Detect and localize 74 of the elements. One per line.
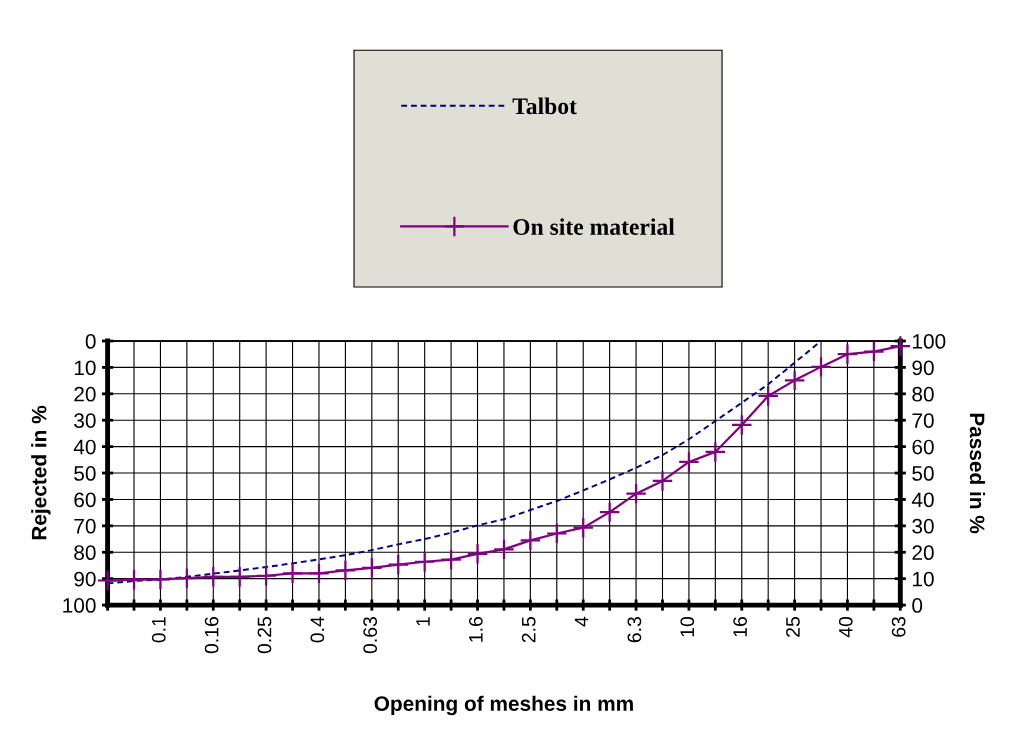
legend-label: Talbot — [512, 97, 577, 115]
point — [651, 470, 674, 492]
x-tick-label: 1.6 — [468, 617, 483, 642]
x-axis-title: Opening of meshes in mm — [374, 695, 633, 716]
y2-tick-label: 20 — [912, 545, 934, 561]
y-tick-label: 10 — [74, 360, 96, 376]
point — [493, 538, 515, 561]
x-tick-label: 1 — [416, 617, 430, 626]
y2-tick-label: 60 — [912, 439, 934, 455]
point — [889, 335, 912, 357]
x-tick-label: 10 — [680, 616, 695, 637]
x-tick-label: 40 — [838, 616, 853, 638]
point — [757, 385, 780, 407]
legend-label: On site material — [513, 218, 675, 235]
x-tick-label: 25 — [786, 616, 800, 637]
y2-tick-label: 50 — [912, 466, 934, 481]
x-tick-label: 0.25 — [257, 616, 272, 654]
x-tick-label: 0.1 — [151, 617, 166, 643]
point — [149, 568, 172, 591]
point — [255, 564, 277, 587]
y2-tick-label: 70 — [912, 413, 934, 428]
y-tick-label: 70 — [74, 518, 96, 534]
y2-tick-label: 0 — [912, 598, 923, 613]
y-tick-label: 100 — [63, 598, 96, 613]
x-tick-label: 0.4 — [310, 616, 325, 643]
x-tick-label: 2.5 — [521, 616, 536, 643]
x-tick-label: 0.63 — [363, 617, 378, 654]
x-tick-label: 16 — [733, 617, 747, 637]
y-tick-label: 20 — [74, 386, 96, 402]
point — [202, 565, 225, 588]
line-series — [106, 340, 822, 585]
y-axis-title: Rejected in % — [31, 405, 51, 540]
point — [281, 562, 304, 585]
point — [466, 543, 489, 565]
y2-tick-label: 80 — [912, 386, 934, 402]
point — [123, 568, 145, 591]
y2-tick-label: 40 — [911, 492, 934, 508]
y2-axis-title: Passed in % — [969, 413, 986, 534]
point — [836, 343, 859, 366]
point — [598, 501, 621, 523]
point — [440, 548, 462, 571]
point — [334, 559, 357, 582]
point — [783, 369, 806, 392]
point — [810, 356, 832, 378]
y-tick-label: 40 — [73, 439, 96, 455]
point — [413, 550, 436, 573]
point — [572, 516, 595, 539]
x-tick-label: 0.16 — [204, 617, 219, 654]
point — [730, 414, 753, 436]
y-tick-label: 30 — [74, 413, 96, 428]
x-tick-label: 4 — [574, 616, 589, 627]
point — [545, 522, 568, 545]
point — [704, 441, 727, 463]
point — [678, 451, 700, 473]
point — [519, 529, 542, 552]
point — [308, 562, 330, 585]
y-tick-label: 80 — [74, 545, 96, 561]
y2-tick-label: 10 — [913, 571, 934, 587]
y-tick-label: 0 — [85, 334, 96, 349]
point — [361, 557, 383, 579]
y-tick-label: 60 — [74, 492, 96, 508]
point — [228, 565, 251, 588]
y2-tick-label: 90 — [912, 360, 934, 376]
y2-tick-label: 100 — [913, 334, 946, 349]
y-tick-label: 50 — [74, 466, 96, 481]
point — [625, 482, 647, 505]
x-tick-label: 6.3 — [627, 617, 642, 643]
y-tick-label: 90 — [74, 571, 96, 587]
point — [387, 553, 410, 576]
y2-tick-label: 30 — [912, 518, 934, 534]
point — [176, 567, 198, 589]
point — [863, 340, 885, 363]
x-tick-label: 63 — [891, 617, 906, 637]
point — [96, 569, 119, 592]
